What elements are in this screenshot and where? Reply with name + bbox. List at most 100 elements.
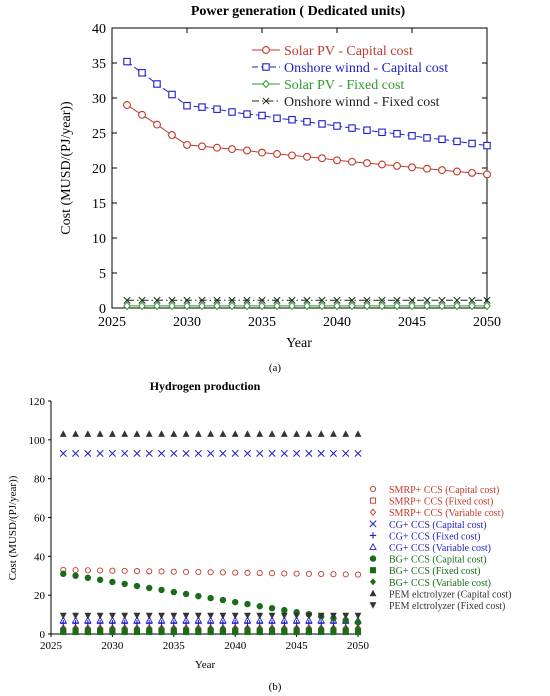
chart-b-y-tick-label: 20 xyxy=(34,590,46,602)
chart-b-data-point xyxy=(281,606,288,614)
chart-b-series-9 xyxy=(59,430,362,437)
chart-b-data-point xyxy=(170,449,178,457)
chart-b-data-point xyxy=(146,620,153,627)
chart-b-data-point xyxy=(120,616,129,624)
chart-b-data-point xyxy=(243,616,252,624)
chart-b-data-point xyxy=(72,430,79,437)
chart-a-data-point xyxy=(168,296,176,304)
chart-a-data-point xyxy=(378,296,386,304)
chart-a-data-point xyxy=(303,118,311,126)
chart-b-legend-marker xyxy=(369,602,377,609)
chart-a-data-point xyxy=(363,296,371,304)
chart-b-data-point xyxy=(145,616,153,624)
chart-b-data-point xyxy=(280,430,288,437)
chart-b-data-point xyxy=(84,449,92,457)
chart-a-data-point xyxy=(213,301,221,311)
chart-a-data-point xyxy=(378,301,386,311)
chart-a-data-point xyxy=(438,301,446,311)
chart-a-x-tick-label: 2045 xyxy=(398,315,426,330)
chart-b-data-point xyxy=(305,449,313,457)
chart-b-data-point xyxy=(219,620,227,627)
chart-a-data-point xyxy=(138,69,146,77)
chart-b-x-tick-label: 2050 xyxy=(347,640,370,652)
chart-a-data-point xyxy=(423,164,431,173)
chart-b-legend-marker xyxy=(369,532,377,539)
chart-b-data-point xyxy=(342,571,349,578)
chart-b-data-point xyxy=(244,620,251,627)
chart-b-data-point xyxy=(170,430,178,437)
chart-a-data-point xyxy=(393,301,401,311)
chart-b-data-point xyxy=(354,625,362,633)
chart-b-x-tick-label: 2030 xyxy=(101,640,124,652)
chart-b-data-point xyxy=(256,616,264,624)
chart-b-legend-marker xyxy=(369,542,377,550)
chart-b-data-point xyxy=(59,449,67,457)
chart-b-y-tick-label: 60 xyxy=(34,513,46,525)
chart-b-data-point xyxy=(133,616,141,624)
chart-b-series-10 xyxy=(59,612,362,620)
chart-a-data-point xyxy=(153,301,161,311)
chart-a-data-point xyxy=(213,105,221,113)
chart-a-data-point xyxy=(123,296,131,304)
chart-a-series-3 xyxy=(123,296,491,304)
chart-b-data-point xyxy=(305,570,312,577)
chart-a-data-point xyxy=(168,90,176,99)
chart-a-data-point xyxy=(243,110,251,118)
chart-b-data-point xyxy=(305,616,313,624)
chart-b-data-point xyxy=(243,449,252,457)
chart-b-data-point xyxy=(194,430,202,437)
chart-a-data-point xyxy=(453,137,461,146)
chart-b-data-point xyxy=(305,620,313,627)
chart-b-data-point xyxy=(182,612,190,620)
chart-a-y-axis-label: Cost (MUSD/(PJ/year)) xyxy=(59,101,74,235)
chart-b-data-point xyxy=(293,430,301,437)
chart-b-data-point xyxy=(108,449,116,457)
chart-b-data-point xyxy=(195,569,202,576)
chart-b-data-point xyxy=(84,567,91,574)
chart-b-data-point xyxy=(182,616,190,624)
chart-a-data-point xyxy=(228,108,236,116)
chart-a-data-point xyxy=(318,120,326,128)
chart-b-data-point xyxy=(72,572,79,579)
chart-b-data-point xyxy=(342,449,350,457)
chart-b-x-tick-label: 2035 xyxy=(163,640,186,652)
chart-b-data-point xyxy=(281,570,288,577)
chart-a-title: Power generation ( Dedicated units) xyxy=(191,4,406,19)
chart-a-data-point xyxy=(483,301,491,311)
chart-b-data-point xyxy=(133,449,141,457)
chart-b-data-point xyxy=(342,612,350,620)
chart-a: Power generation ( Dedicated units)2025 2… xyxy=(59,4,501,374)
chart-b-data-point xyxy=(194,616,203,624)
chart-a-data-point xyxy=(243,301,251,311)
chart-a-data-point xyxy=(348,157,356,166)
chart-a-data-point xyxy=(273,296,281,304)
chart-a-data-point xyxy=(348,124,356,132)
chart-b-data-point xyxy=(342,430,350,437)
chart-a-data-point xyxy=(438,135,446,144)
chart-b-data-point xyxy=(244,612,251,620)
chart-b-data-point xyxy=(158,586,165,594)
chart-a-series-line xyxy=(126,104,488,175)
chart-a-legend-label: Solar PV - Capital cost xyxy=(284,44,413,59)
chart-a-data-point xyxy=(408,296,416,304)
chart-b-data-point xyxy=(195,592,202,600)
chart-b-data-point xyxy=(256,612,264,620)
chart-b-data-point xyxy=(293,625,300,633)
chart-b-data-point xyxy=(194,612,202,620)
chart-a-data-point xyxy=(333,122,341,130)
chart-b-data-point xyxy=(293,449,301,457)
chart-a-y-tick-label: 40 xyxy=(92,22,106,37)
chart-a-data-point xyxy=(408,132,416,140)
chart-a-data-point xyxy=(168,131,176,140)
chart-b-data-point xyxy=(71,616,80,624)
chart-b-data-point xyxy=(182,625,190,633)
chart-a-data-point xyxy=(408,163,416,172)
chart-a-data-point xyxy=(453,296,461,304)
chart-a-data-point xyxy=(258,148,266,157)
chart-b-data-point xyxy=(305,612,313,620)
chart-b-data-point xyxy=(244,569,251,576)
chart-b-data-point xyxy=(207,620,214,627)
chart-a-legend-label: Solar PV - Fixed cost xyxy=(284,78,404,93)
chart-a-data-point xyxy=(453,167,461,176)
chart-a-data-point xyxy=(198,301,206,311)
